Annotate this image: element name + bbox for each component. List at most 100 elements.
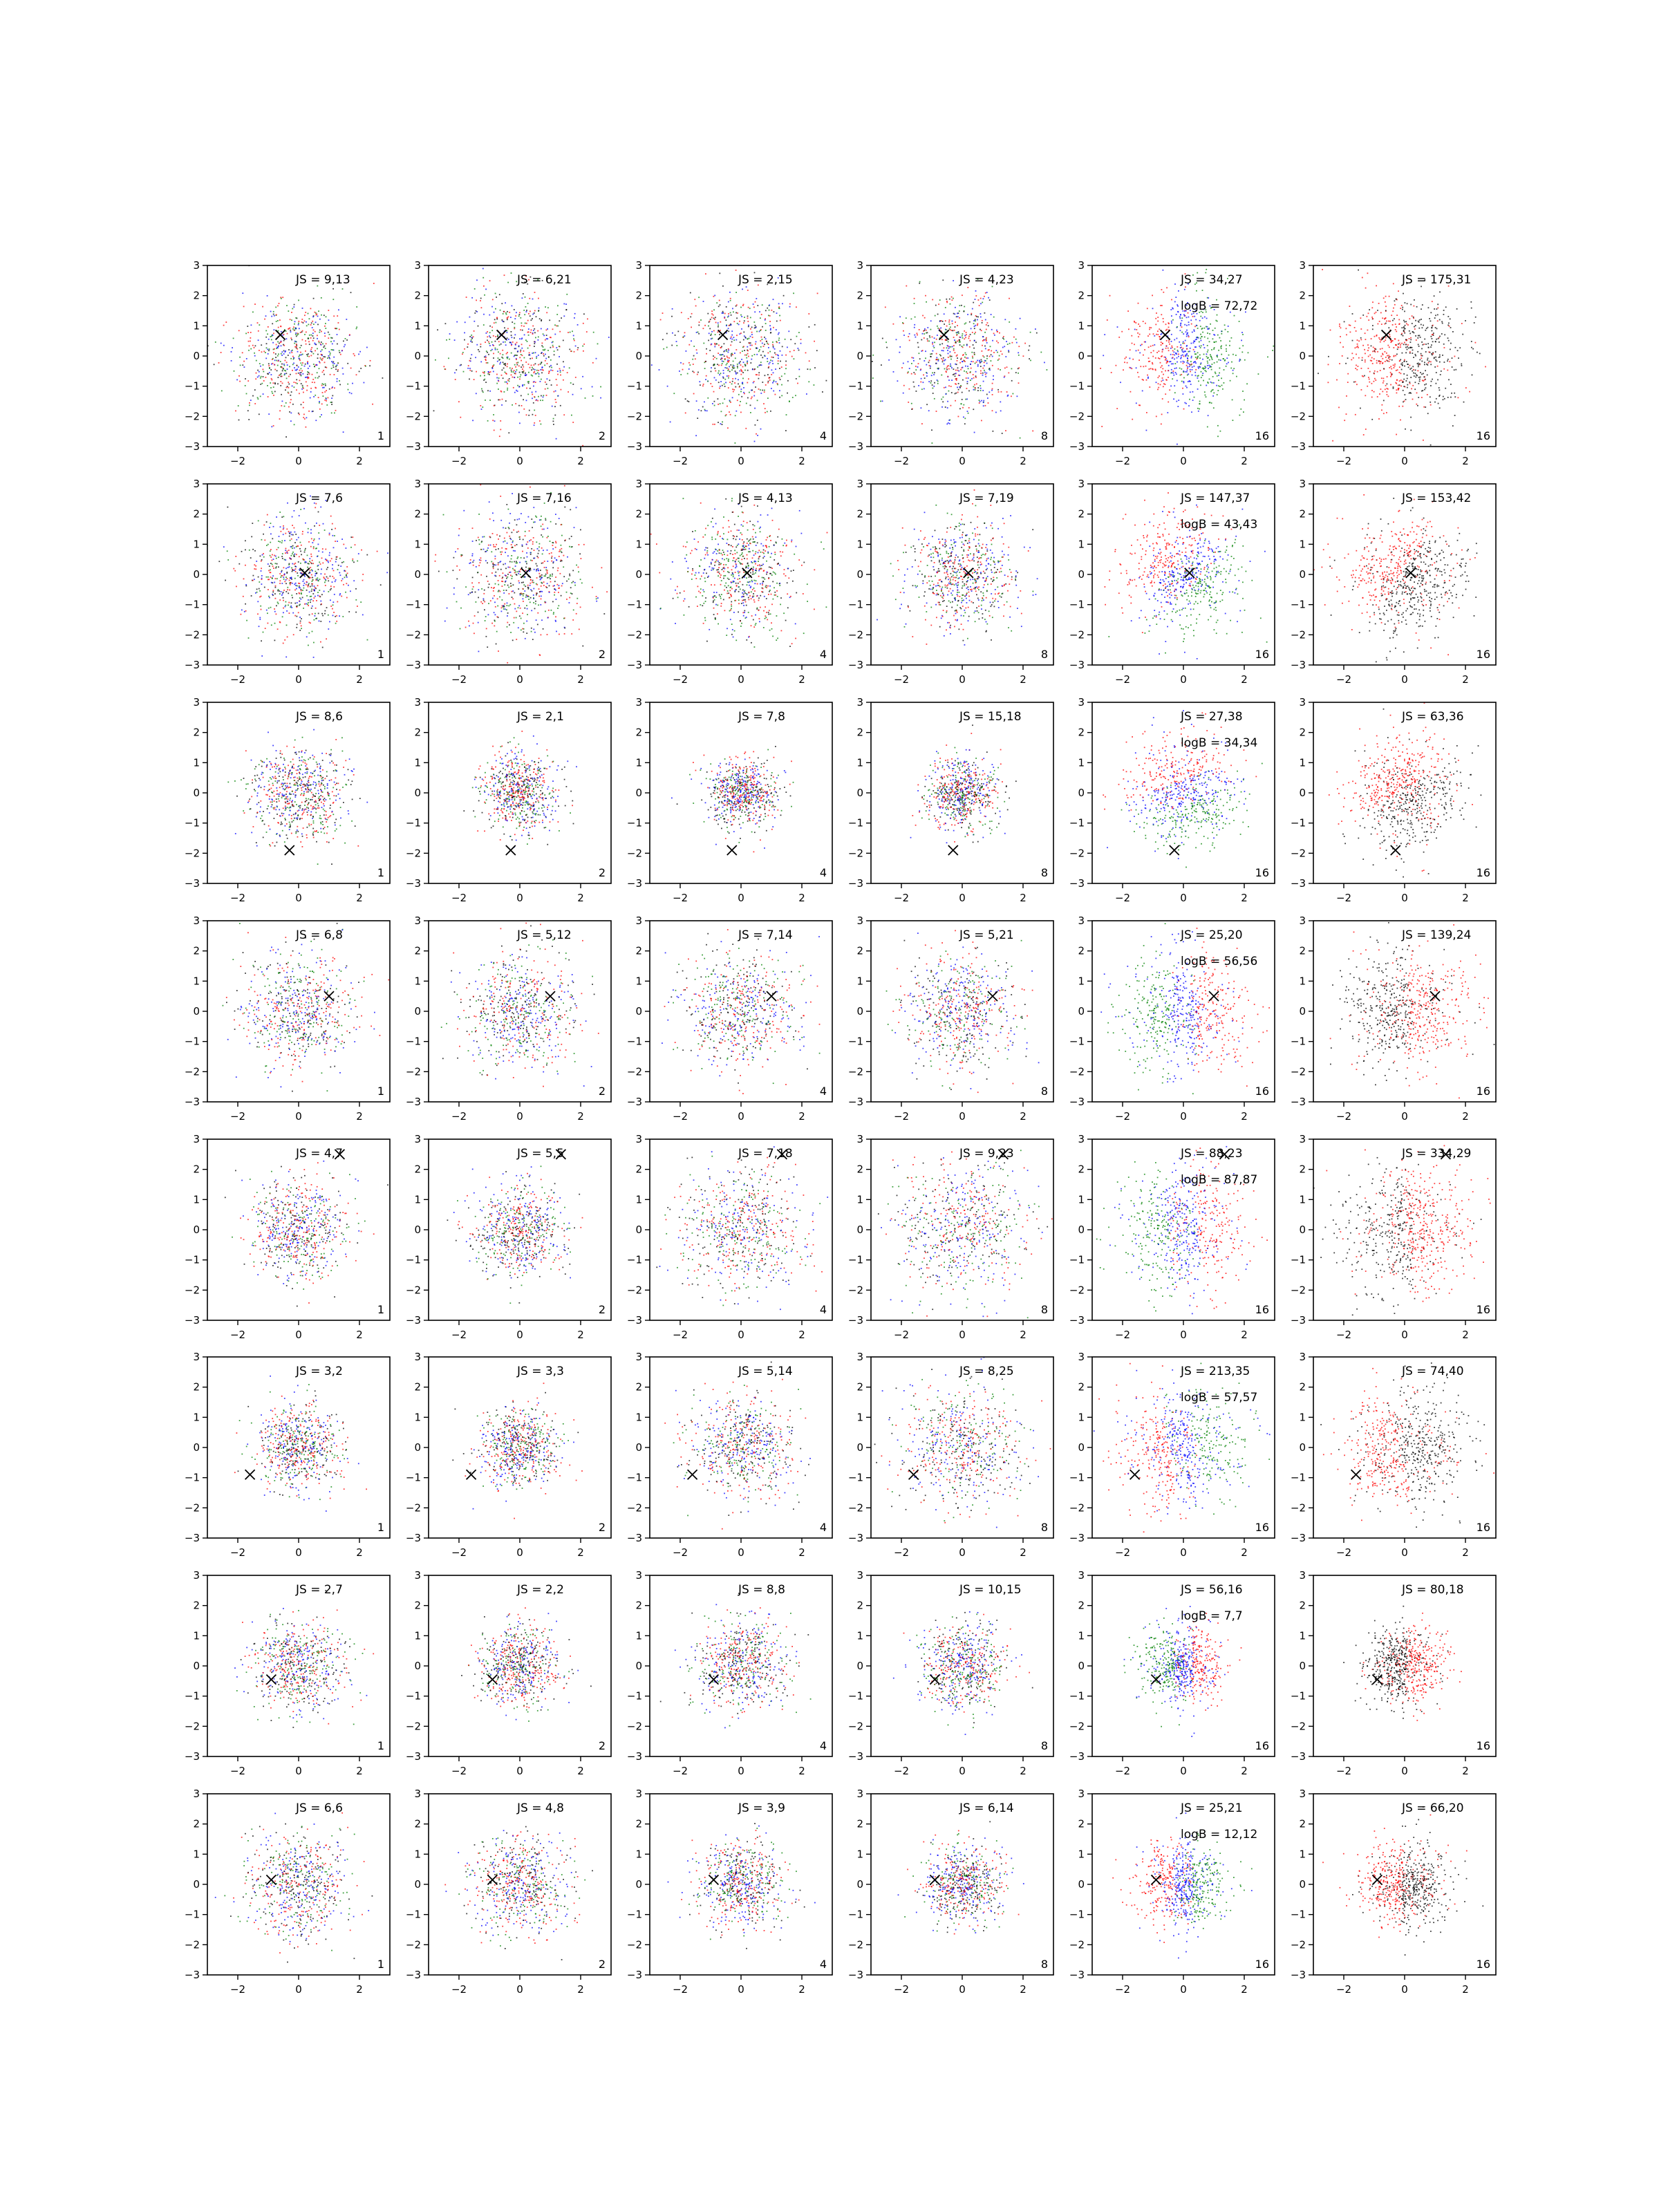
scatter-point — [569, 331, 571, 333]
scatter-point — [1443, 314, 1445, 315]
scatter-point — [317, 592, 319, 593]
scatter-point — [939, 320, 941, 322]
scatter-point — [285, 559, 287, 561]
scatter-point — [1340, 327, 1342, 329]
scatter-point — [1396, 389, 1398, 391]
scatter-point — [499, 359, 500, 361]
scatter-point — [1165, 324, 1167, 326]
scatter-point — [533, 312, 535, 314]
scatter-point — [727, 405, 728, 407]
scatter-point — [929, 337, 931, 339]
scatter-point — [773, 326, 774, 328]
scatter-point — [911, 409, 913, 410]
scatter-point — [496, 377, 498, 379]
scatter-point — [270, 549, 272, 550]
scatter-point — [261, 554, 263, 556]
scatter-point — [297, 334, 299, 336]
scatter-point — [1423, 379, 1425, 381]
scatter-point — [722, 421, 723, 423]
scatter-point — [311, 347, 313, 348]
scatter-point — [243, 610, 245, 612]
scatter-point — [773, 311, 775, 312]
scatter-point — [755, 386, 756, 388]
scatter-point — [1400, 373, 1402, 375]
scatter-point — [284, 369, 285, 371]
scatter-point — [933, 347, 935, 348]
scatter-point — [514, 391, 516, 393]
scatter-point — [730, 364, 732, 366]
scatter-point — [735, 373, 737, 375]
scatter-point — [680, 374, 682, 375]
scatter-point — [534, 382, 536, 383]
scatter-point — [1139, 404, 1141, 406]
scatter-point — [281, 542, 283, 544]
scatter-point — [957, 312, 958, 315]
scatter-point — [257, 613, 259, 615]
scatter-point — [534, 310, 536, 312]
scatter-point — [944, 368, 946, 370]
scatter-point — [314, 311, 316, 313]
scatter-points — [872, 279, 1048, 444]
scatter-point — [306, 603, 307, 605]
scatter-point — [1371, 396, 1373, 398]
scatter-point — [503, 363, 505, 365]
scatter-point — [1445, 387, 1447, 389]
scatter-point — [393, 620, 394, 621]
scatter-point — [957, 369, 959, 371]
scatter-point — [568, 332, 569, 333]
scatter-point — [1244, 399, 1245, 401]
scatter-point — [1433, 357, 1435, 359]
scatter-point — [1183, 361, 1185, 363]
scatter-point — [691, 326, 692, 328]
scatter-point — [298, 582, 299, 584]
scatter-point — [321, 355, 323, 357]
scatter-point — [280, 375, 282, 377]
scatter-point — [1382, 353, 1383, 355]
scatter-point — [273, 315, 275, 317]
scatter-point — [1391, 324, 1394, 326]
scatter-point — [1160, 344, 1162, 346]
scatter-point — [769, 304, 770, 306]
scatter-point — [520, 317, 522, 319]
scatter-point — [283, 525, 284, 527]
scatter-point — [1413, 372, 1414, 374]
scatter-point — [271, 335, 272, 337]
scatter-point — [301, 554, 302, 556]
scatter-point — [548, 371, 550, 373]
scatter-point — [1413, 357, 1414, 358]
scatter-point — [487, 351, 488, 353]
scatter-point — [1183, 350, 1185, 353]
scatter-point — [1228, 354, 1230, 356]
scatter-point — [1456, 350, 1459, 352]
scatter-point — [968, 321, 971, 323]
scatter-point — [1392, 364, 1394, 366]
scatter-point — [317, 357, 319, 359]
scatter-point — [1273, 345, 1275, 347]
scatter-point — [721, 354, 723, 356]
scatter-point — [941, 321, 944, 322]
scatter-point — [1216, 361, 1218, 363]
scatter-point — [1400, 308, 1402, 309]
scatter-point — [502, 349, 504, 351]
scatter-point — [1194, 326, 1196, 328]
scatter-point — [295, 565, 297, 568]
scatter-point — [1231, 361, 1232, 363]
scatter-point — [1201, 317, 1203, 319]
scatter-point — [732, 366, 734, 368]
scatter-point — [248, 549, 250, 551]
scatter-point — [915, 366, 917, 367]
scatter-point — [741, 328, 742, 330]
scatter-point — [328, 628, 330, 630]
scatter-point — [749, 404, 751, 406]
scatter-point — [312, 583, 313, 585]
y-tick-label: −1 — [406, 380, 421, 393]
scatter-point — [290, 554, 292, 556]
scatter-point — [666, 385, 668, 387]
scatter-point — [1002, 337, 1004, 339]
scatter-point — [278, 556, 279, 559]
scatter-point — [968, 346, 971, 348]
scatter-point — [268, 589, 269, 590]
scatter-point — [914, 373, 916, 375]
scatter-point — [299, 358, 301, 360]
